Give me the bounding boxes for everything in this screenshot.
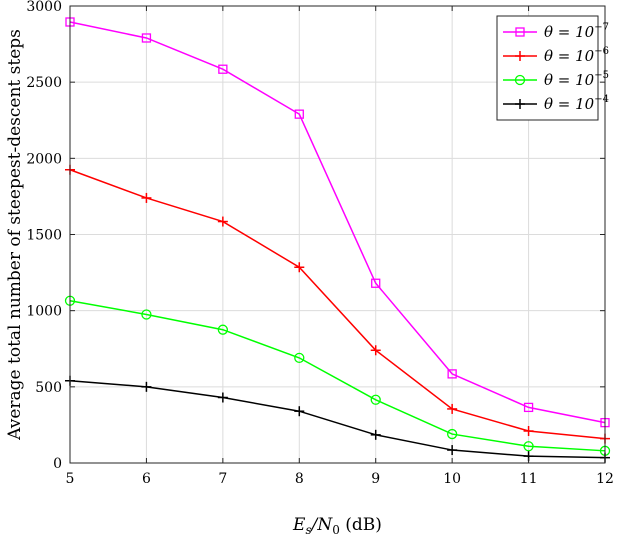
y-tick-label: 1500 <box>26 228 62 244</box>
x-tick-label: 10 <box>443 471 461 487</box>
series-line <box>69 21 606 424</box>
legend-item-1: θ = 10−7 <box>503 22 609 41</box>
data-point-plus <box>370 345 381 356</box>
x-tick-label: 11 <box>520 471 538 487</box>
series-line <box>69 300 606 452</box>
legend-item-3: θ = 10−5 <box>503 70 609 89</box>
x-axis-label-main: E <box>292 515 306 535</box>
data-point-plus <box>217 216 228 227</box>
x-axis-label-divisor-subscript: 0 <box>332 523 340 537</box>
series-3 <box>64 295 611 456</box>
data-point-plus <box>141 381 152 392</box>
x-axis-label-unit: (dB) <box>340 515 382 535</box>
legend-label-base: θ = 10 <box>544 23 595 41</box>
y-tick-label: 1000 <box>26 304 62 320</box>
legend-label: θ = 10−6 <box>544 46 609 65</box>
x-axis-label-divisor: /N <box>310 515 334 535</box>
y-axis-label: Average total number of steepest-descent… <box>5 29 25 441</box>
y-tick-label: 3000 <box>26 0 62 15</box>
data-point-circle <box>370 394 381 405</box>
legend-item-2: θ = 10−6 <box>503 46 609 65</box>
legend-label: θ = 10−5 <box>544 70 609 89</box>
x-tick-label: 7 <box>218 471 227 487</box>
data-point-plus <box>447 403 458 414</box>
legend-label: θ = 10−7 <box>544 22 609 41</box>
data-point-plus <box>447 445 458 456</box>
data-point-plus <box>523 426 534 437</box>
data-point-plus <box>141 192 152 203</box>
legend-label-base: θ = 10 <box>544 71 595 89</box>
series-line <box>69 379 606 459</box>
series-2 <box>65 164 610 444</box>
data-point-square <box>141 33 152 43</box>
series-line <box>69 169 606 440</box>
x-tick-label: 9 <box>371 471 380 487</box>
data-point-circle <box>217 324 229 335</box>
legend-label-base: θ = 10 <box>544 95 595 113</box>
data-point-circle <box>446 428 458 440</box>
data-point-circle <box>514 74 526 86</box>
data-point-plus <box>515 51 525 61</box>
x-tick-label: 12 <box>596 471 614 487</box>
x-axis-label: Es/N0 (dB) <box>292 515 382 537</box>
data-point-square <box>515 27 525 37</box>
data-point-plus <box>217 392 228 403</box>
y-tick-label: 0 <box>53 456 62 472</box>
legend-item-4: θ = 10−4 <box>503 94 609 113</box>
data-point-circle <box>141 309 152 320</box>
data-point-circle <box>523 441 534 452</box>
data-point-circle <box>294 352 305 364</box>
y-tick-label: 500 <box>35 380 62 396</box>
legend-label-exponent: −6 <box>594 46 609 57</box>
legend-label-base: θ = 10 <box>544 47 595 65</box>
data-point-plus <box>294 262 305 273</box>
legend-label-exponent: −5 <box>594 70 609 81</box>
x-tick-label: 8 <box>295 471 304 487</box>
legend-label-exponent: −7 <box>594 22 609 33</box>
data-point-plus <box>515 99 525 109</box>
data-point-plus <box>294 406 305 417</box>
x-tick-label: 5 <box>66 471 75 487</box>
data-point-square <box>523 402 534 413</box>
x-tick-label: 6 <box>142 471 151 487</box>
legend-label-exponent: −4 <box>594 94 609 105</box>
data-point-plus <box>370 429 381 440</box>
ticks: 5 6 7 8 9 10 11 12 0 500 1000 1500 2000 2500 3000 <box>26 0 614 487</box>
data-point-square <box>218 64 228 74</box>
data-point-square <box>294 109 304 119</box>
data-point-square <box>447 369 457 379</box>
legend: θ = 10−7θ = 10−6θ = 10−5θ = 10−4 <box>496 15 609 121</box>
y-tick-label: 2500 <box>26 75 62 91</box>
legend-box <box>496 15 599 121</box>
data-point-square <box>371 278 381 288</box>
x-axis-label-main-subscript: s <box>305 523 311 537</box>
y-tick-label: 2000 <box>26 151 62 167</box>
legend-label: θ = 10−4 <box>544 94 609 113</box>
